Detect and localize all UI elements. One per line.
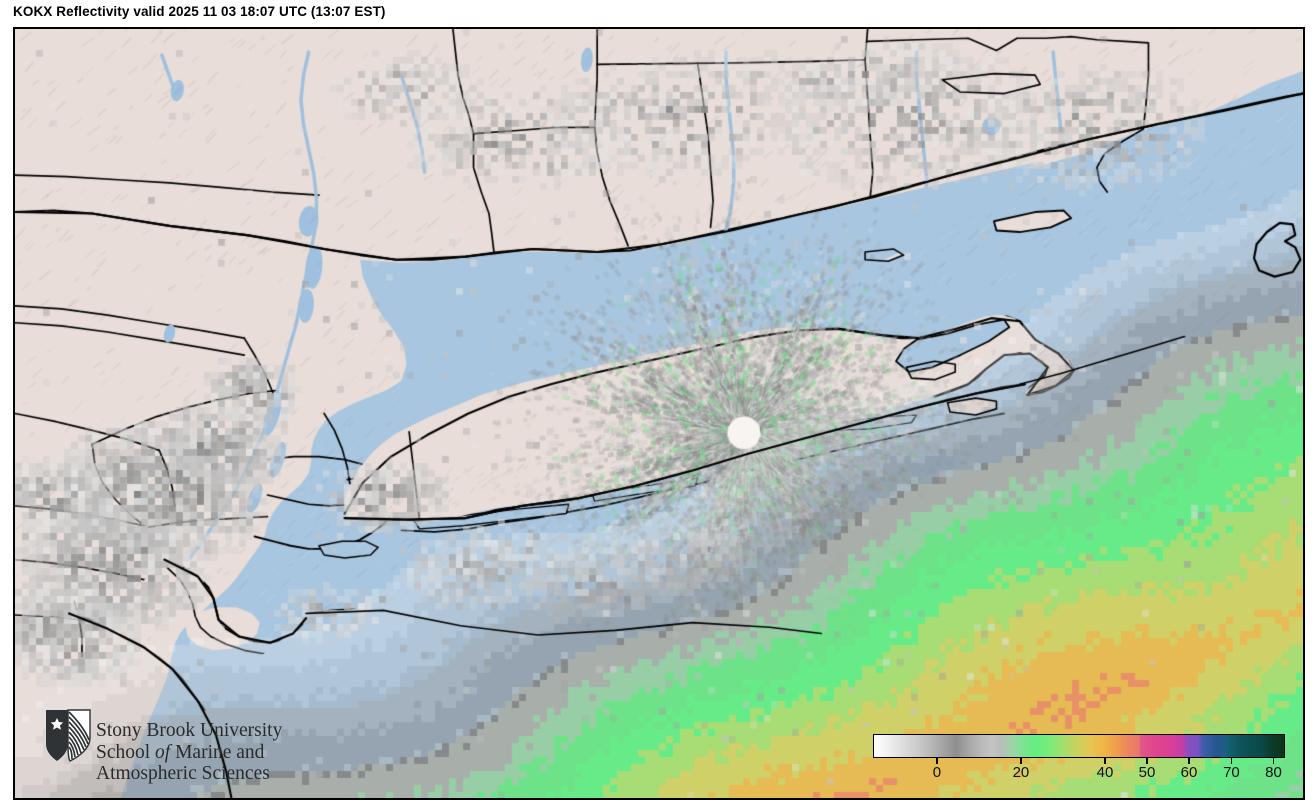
colorbar-tick xyxy=(1104,758,1106,764)
colorbar-tick-label: 0 xyxy=(932,764,942,781)
colorbar-tick xyxy=(936,758,938,764)
radar-map-canvas[interactable] xyxy=(15,29,1303,798)
map-frame[interactable] xyxy=(13,27,1305,800)
colorbar-tick xyxy=(1146,758,1148,764)
page-title: KOKX Reflectivity valid 2025 11 03 18:07… xyxy=(13,4,386,19)
colorbar-tick-label: 50 xyxy=(1138,764,1156,781)
colorbar-tick-label: 60 xyxy=(1180,764,1198,781)
colorbar-tick xyxy=(1020,758,1022,764)
colorbar-tick-label: 40 xyxy=(1096,764,1114,781)
reflectivity-colorbar: 0 20 40 50 60 70 80 xyxy=(873,734,1285,781)
colorbar-tick-label: 20 xyxy=(1012,764,1030,781)
colorbar-tick xyxy=(1272,758,1275,764)
colorbar-tick-label: 80 xyxy=(1265,764,1282,781)
colorbar-tick xyxy=(1230,758,1233,764)
colorbar-tick-label: 70 xyxy=(1223,764,1240,781)
colorbar-gradient xyxy=(873,734,1285,758)
colorbar-tick xyxy=(1188,758,1190,764)
